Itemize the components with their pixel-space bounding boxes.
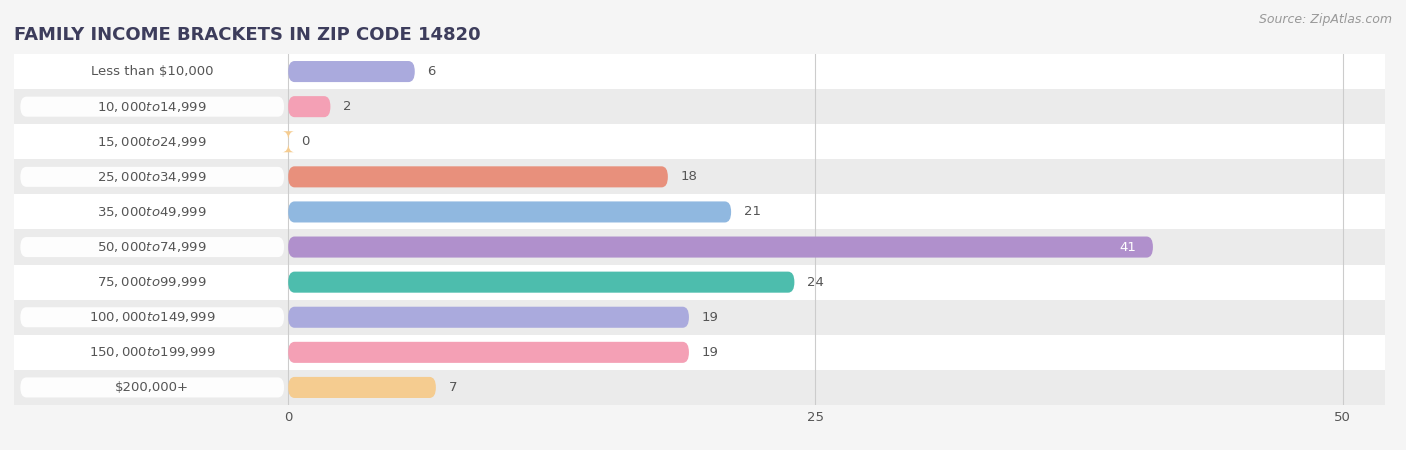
Bar [14,300,1385,335]
FancyBboxPatch shape [288,377,436,398]
Bar [14,159,1385,194]
Bar [14,370,1385,405]
Text: 0: 0 [301,135,309,148]
FancyBboxPatch shape [20,167,284,187]
FancyBboxPatch shape [288,237,1153,257]
FancyBboxPatch shape [20,342,284,362]
FancyBboxPatch shape [20,132,284,152]
Text: 41: 41 [1119,241,1136,253]
Text: 2: 2 [343,100,352,113]
FancyBboxPatch shape [288,61,415,82]
Text: 19: 19 [702,311,718,324]
Text: 18: 18 [681,171,697,183]
Text: $200,000+: $200,000+ [115,381,190,394]
FancyBboxPatch shape [288,307,689,328]
Bar [14,124,1385,159]
Text: $15,000 to $24,999: $15,000 to $24,999 [97,135,207,149]
Text: $75,000 to $99,999: $75,000 to $99,999 [97,275,207,289]
FancyBboxPatch shape [288,342,689,363]
FancyBboxPatch shape [288,166,668,187]
Text: 6: 6 [427,65,436,78]
FancyBboxPatch shape [288,272,794,292]
FancyBboxPatch shape [20,272,284,292]
Text: 21: 21 [744,206,761,218]
Text: $35,000 to $49,999: $35,000 to $49,999 [97,205,207,219]
Bar [14,230,1385,265]
Bar [14,89,1385,124]
Text: Source: ZipAtlas.com: Source: ZipAtlas.com [1258,14,1392,27]
Text: $10,000 to $14,999: $10,000 to $14,999 [97,99,207,114]
Bar [14,194,1385,230]
FancyBboxPatch shape [20,62,284,81]
FancyBboxPatch shape [20,307,284,327]
FancyBboxPatch shape [283,131,295,152]
Text: 19: 19 [702,346,718,359]
Text: $50,000 to $74,999: $50,000 to $74,999 [97,240,207,254]
Text: Less than $10,000: Less than $10,000 [91,65,214,78]
Bar [14,335,1385,370]
Bar [14,265,1385,300]
Text: $25,000 to $34,999: $25,000 to $34,999 [97,170,207,184]
Text: $100,000 to $149,999: $100,000 to $149,999 [89,310,215,324]
Text: 24: 24 [807,276,824,288]
FancyBboxPatch shape [20,237,284,257]
FancyBboxPatch shape [288,202,731,222]
Text: 7: 7 [449,381,457,394]
Text: FAMILY INCOME BRACKETS IN ZIP CODE 14820: FAMILY INCOME BRACKETS IN ZIP CODE 14820 [14,26,481,44]
FancyBboxPatch shape [20,202,284,222]
Bar [14,54,1385,89]
FancyBboxPatch shape [288,96,330,117]
FancyBboxPatch shape [20,378,284,397]
Text: $150,000 to $199,999: $150,000 to $199,999 [89,345,215,360]
FancyBboxPatch shape [20,97,284,117]
